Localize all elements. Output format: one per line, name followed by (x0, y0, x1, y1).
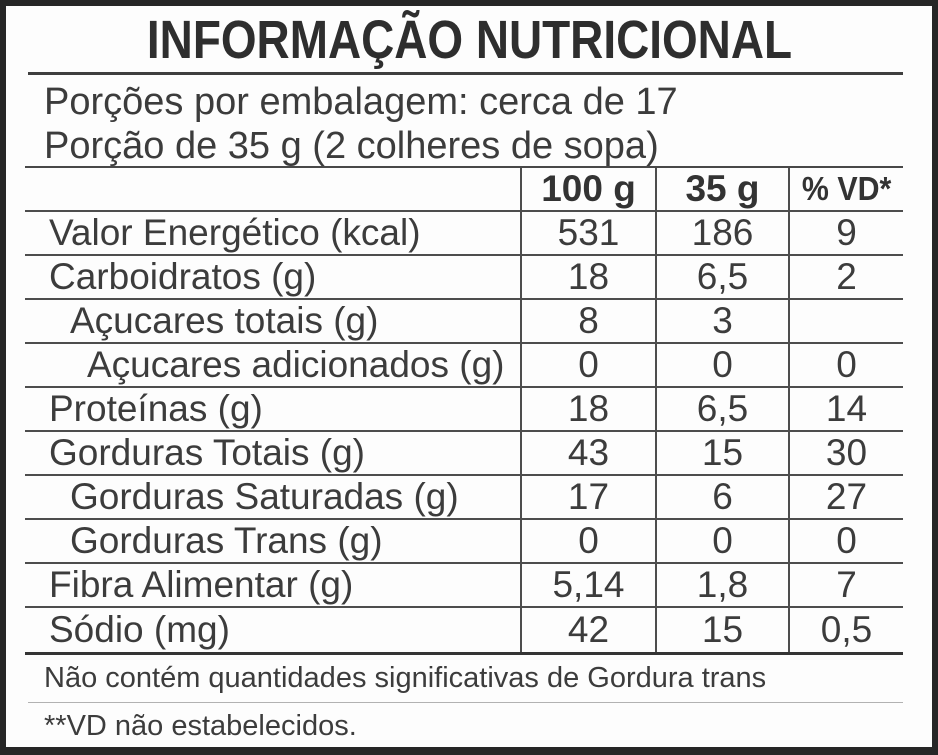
table-body: Valor Energético (kcal) 531 186 9 Carboidrat… (25, 212, 903, 652)
table-row: Açucares totais (g) 8 3 (25, 300, 903, 344)
value-per-100g: 8 (520, 300, 655, 342)
table-row: Fibra Alimentar (g) 5,14 1,8 7 (25, 564, 903, 608)
table-header-row: 100 g 35 g % VD* (25, 168, 903, 212)
nutrient-label: Açucares adicionados (g) (87, 344, 505, 385)
nutrient-label: Valor Energético (kcal) (49, 212, 421, 253)
servings-per-package-text: Porções por embalagem: cerca de 17 (44, 81, 678, 123)
value-per-100g: 17 (520, 476, 655, 518)
nutrient-label: Carboidratos (g) (49, 256, 317, 297)
value-percent-dv: 7 (788, 564, 903, 606)
serving-size-text: Porção de 35 g (2 colheres de sopa) (44, 125, 659, 167)
value-per-100g: 5,14 (520, 564, 655, 606)
value-per-serving: 6,5 (655, 256, 788, 298)
value-per-serving: 6 (655, 476, 788, 518)
table-row: Gorduras Saturadas (g) 17 6 27 (25, 476, 903, 520)
value-percent-dv: 0 (788, 344, 903, 386)
header-per-100g: 100 g (520, 168, 655, 210)
value-percent-dv: 2 (788, 256, 903, 298)
nutrient-label: Sódio (mg) (49, 609, 230, 650)
value-per-100g: 43 (520, 432, 655, 474)
serving-info: Porções por embalagem: cerca de 17 Porçã… (6, 75, 932, 167)
value-per-100g: 0 (520, 344, 655, 386)
table-row: Valor Energético (kcal) 531 186 9 (25, 212, 903, 256)
value-percent-dv: 27 (788, 476, 903, 518)
value-per-serving: 3 (655, 300, 788, 342)
nutrient-label: Açucares totais (g) (70, 300, 379, 341)
table-row: Proteínas (g) 18 6,5 14 (25, 388, 903, 432)
value-percent-dv: 9 (788, 212, 903, 254)
nutrition-table: 100 g 35 g % VD* Valor Energético (kcal)… (25, 166, 903, 655)
value-per-serving: 0 (655, 520, 788, 562)
header-percent-dv: % VD* (801, 170, 892, 207)
value-percent-dv: 0 (788, 520, 903, 562)
value-per-100g: 18 (520, 388, 655, 430)
header-nutrient-column (25, 168, 520, 210)
value-per-serving: 15 (655, 608, 788, 652)
value-percent-dv: 14 (788, 388, 903, 430)
value-per-serving: 6,5 (655, 388, 788, 430)
value-per-100g: 531 (520, 212, 655, 254)
table-row: Gorduras Trans (g) 0 0 0 (25, 520, 903, 564)
nutrient-label: Proteínas (g) (49, 388, 263, 429)
nutrient-label: Fibra Alimentar (g) (49, 564, 354, 605)
dv-footnote: **VD não estabelecidos. (44, 709, 357, 742)
nutrient-label: Gorduras Totais (g) (49, 432, 365, 473)
nutrient-label: Gorduras Trans (g) (70, 520, 383, 561)
value-per-serving: 186 (655, 212, 788, 254)
trans-fat-footnote: Não contém quantidades significativas de… (28, 655, 903, 703)
header-per-serving: 35 g (655, 168, 788, 210)
table-row: Sódio (mg) 42 15 0,5 (25, 608, 903, 652)
title-bar: INFORMAÇÃO NUTRICIONAL (6, 6, 932, 70)
nutrient-label: Gorduras Saturadas (g) (70, 476, 459, 517)
table-row: Açucares adicionados (g) 0 0 0 (25, 344, 903, 388)
page-title: INFORMAÇÃO NUTRICIONAL (146, 10, 792, 70)
table-row: Gorduras Totais (g) 43 15 30 (25, 432, 903, 476)
value-per-100g: 18 (520, 256, 655, 298)
table-row: Carboidratos (g) 18 6,5 2 (25, 256, 903, 300)
value-percent-dv: 30 (788, 432, 903, 474)
value-per-serving: 0 (655, 344, 788, 386)
value-per-100g: 0 (520, 520, 655, 562)
value-per-serving: 1,8 (655, 564, 788, 606)
title-divider (28, 72, 903, 75)
value-percent-dv (788, 300, 903, 342)
value-percent-dv: 0,5 (788, 608, 903, 652)
value-per-100g: 42 (520, 608, 655, 652)
value-per-serving: 15 (655, 432, 788, 474)
